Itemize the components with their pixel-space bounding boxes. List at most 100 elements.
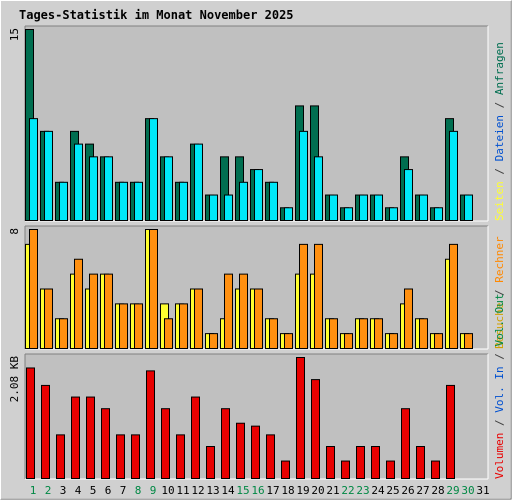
bar-volume-volumen-day-15 xyxy=(236,422,245,479)
bar-visits-rechner-day-12 xyxy=(194,288,203,349)
bar-requests-dateien-day-8 xyxy=(134,181,143,222)
bar-visits-rechner-day-15 xyxy=(239,273,248,349)
legend-top-part-3: / xyxy=(493,95,506,115)
bar-requests-dateien-day-7 xyxy=(119,181,128,222)
bar-requests-dateien-day-27 xyxy=(419,194,428,222)
x-tick-day-27: 27 xyxy=(416,484,429,497)
legend-middle-part-2: Rechner xyxy=(493,236,506,283)
bar-volume-volumen-day-1 xyxy=(26,367,35,480)
bar-visits-rechner-day-16 xyxy=(254,288,263,349)
bar-requests-dateien-day-2 xyxy=(44,130,53,221)
x-tick-day-10: 10 xyxy=(161,484,174,497)
legend-bottom-part-4: Vol. Out xyxy=(493,294,506,347)
bar-requests-dateien-day-23 xyxy=(359,194,368,222)
legend-middle: Besuche / Rechner xyxy=(493,236,506,349)
bar-visits-rechner-day-30 xyxy=(464,333,473,349)
bar-requests-dateien-day-13 xyxy=(209,194,218,222)
bar-volume-volumen-day-24 xyxy=(371,446,380,480)
x-tick-day-23: 23 xyxy=(356,484,369,497)
x-tick-day-21: 21 xyxy=(326,484,339,497)
x-tick-day-3: 3 xyxy=(60,484,67,497)
bar-volume-volumen-day-14 xyxy=(221,408,230,480)
bar-requests-dateien-day-16 xyxy=(254,169,263,221)
bar-requests-dateien-day-25 xyxy=(389,207,398,221)
bar-volume-volumen-day-10 xyxy=(161,408,170,480)
bar-requests-dateien-day-19 xyxy=(299,130,308,221)
legend-bottom: Volumen / Vol. In / Vol. Out xyxy=(493,294,506,479)
x-tick-day-25: 25 xyxy=(386,484,399,497)
x-tick-day-4: 4 xyxy=(75,484,82,497)
bar-volume-volumen-day-20 xyxy=(311,379,320,480)
legend-middle-part-1: / xyxy=(493,283,506,303)
bar-requests-dateien-day-17 xyxy=(269,181,278,222)
bar-requests-dateien-day-9 xyxy=(149,118,158,221)
bar-requests-dateien-day-21 xyxy=(329,194,338,222)
panels-layer xyxy=(24,25,489,480)
legend-middle-part-0: Besuche xyxy=(493,303,506,349)
bar-requests-dateien-day-5 xyxy=(89,156,98,221)
bar-visits-rechner-day-5 xyxy=(89,273,98,349)
bar-requests-dateien-day-11 xyxy=(179,181,188,222)
bar-volume-volumen-day-25 xyxy=(386,460,395,479)
bar-volume-volumen-day-3 xyxy=(56,434,65,479)
bar-volume-volumen-day-28 xyxy=(431,460,440,479)
bar-volume-volumen-day-29 xyxy=(446,384,455,479)
bar-volume-volumen-day-18 xyxy=(281,460,290,479)
bar-volume-volumen-day-6 xyxy=(101,408,110,480)
bar-requests-dateien-day-10 xyxy=(164,156,173,221)
bar-volume-volumen-day-2 xyxy=(41,384,50,479)
y-max-label-visits: 8 xyxy=(8,228,21,235)
bar-volume-volumen-day-23 xyxy=(356,446,365,480)
bar-requests-dateien-day-12 xyxy=(194,143,203,222)
legend-bottom-part-1: / xyxy=(493,413,506,433)
x-tick-day-28: 28 xyxy=(431,484,444,497)
bar-visits-rechner-day-11 xyxy=(179,303,188,349)
x-tick-day-19: 19 xyxy=(296,484,309,497)
x-tick-day-22: 22 xyxy=(341,484,354,497)
x-tick-day-24: 24 xyxy=(371,484,385,497)
bar-volume-volumen-day-8 xyxy=(131,434,140,479)
x-tick-day-12: 12 xyxy=(191,484,204,497)
bar-visits-rechner-day-9 xyxy=(149,229,158,349)
bar-visits-rechner-day-23 xyxy=(359,318,368,349)
bar-visits-rechner-day-1 xyxy=(29,229,38,349)
bar-requests-dateien-day-14 xyxy=(224,194,233,222)
bar-visits-rechner-day-20 xyxy=(314,243,323,349)
bar-requests-dateien-day-22 xyxy=(344,207,353,221)
bar-requests-dateien-day-18 xyxy=(284,207,293,221)
x-tick-day-2: 2 xyxy=(45,484,52,497)
x-tick-day-26: 26 xyxy=(401,484,414,497)
x-tick-day-14: 14 xyxy=(221,484,235,497)
x-tick-day-8: 8 xyxy=(135,484,142,497)
bar-volume-volumen-day-7 xyxy=(116,434,125,479)
bar-requests-dateien-day-29 xyxy=(449,130,458,221)
chart-title: Tages-Statistik im Monat November 2025 xyxy=(19,8,294,22)
bar-visits-rechner-day-21 xyxy=(329,318,338,349)
bar-volume-volumen-day-13 xyxy=(206,446,215,480)
bar-requests-dateien-day-6 xyxy=(104,156,113,221)
bar-requests-dateien-day-30 xyxy=(464,194,473,222)
bar-visits-rechner-day-17 xyxy=(269,318,278,349)
bar-volume-volumen-day-19 xyxy=(296,357,305,479)
legend-bottom-part-2: Vol. In xyxy=(493,366,506,412)
bar-visits-rechner-day-22 xyxy=(344,333,353,349)
y-max-label-requests: 15 xyxy=(8,28,21,41)
bar-visits-rechner-day-13 xyxy=(209,333,218,349)
x-tick-day-17: 17 xyxy=(266,484,279,497)
bar-requests-dateien-day-24 xyxy=(374,194,383,222)
bar-volume-volumen-day-26 xyxy=(401,408,410,480)
x-tick-day-20: 20 xyxy=(311,484,324,497)
bar-visits-rechner-day-24 xyxy=(374,318,383,349)
bar-requests-dateien-day-1 xyxy=(29,118,38,221)
bar-visits-rechner-day-7 xyxy=(119,303,128,349)
bar-volume-volumen-day-17 xyxy=(266,434,275,479)
x-tick-day-13: 13 xyxy=(206,484,219,497)
bar-visits-rechner-day-29 xyxy=(449,243,458,349)
bar-visits-rechner-day-8 xyxy=(134,303,143,349)
legend-top-part-2: Dateien xyxy=(493,115,506,161)
x-tick-day-31: 31 xyxy=(476,484,489,497)
x-tick-day-11: 11 xyxy=(176,484,189,497)
bar-visits-rechner-day-14 xyxy=(224,273,233,349)
